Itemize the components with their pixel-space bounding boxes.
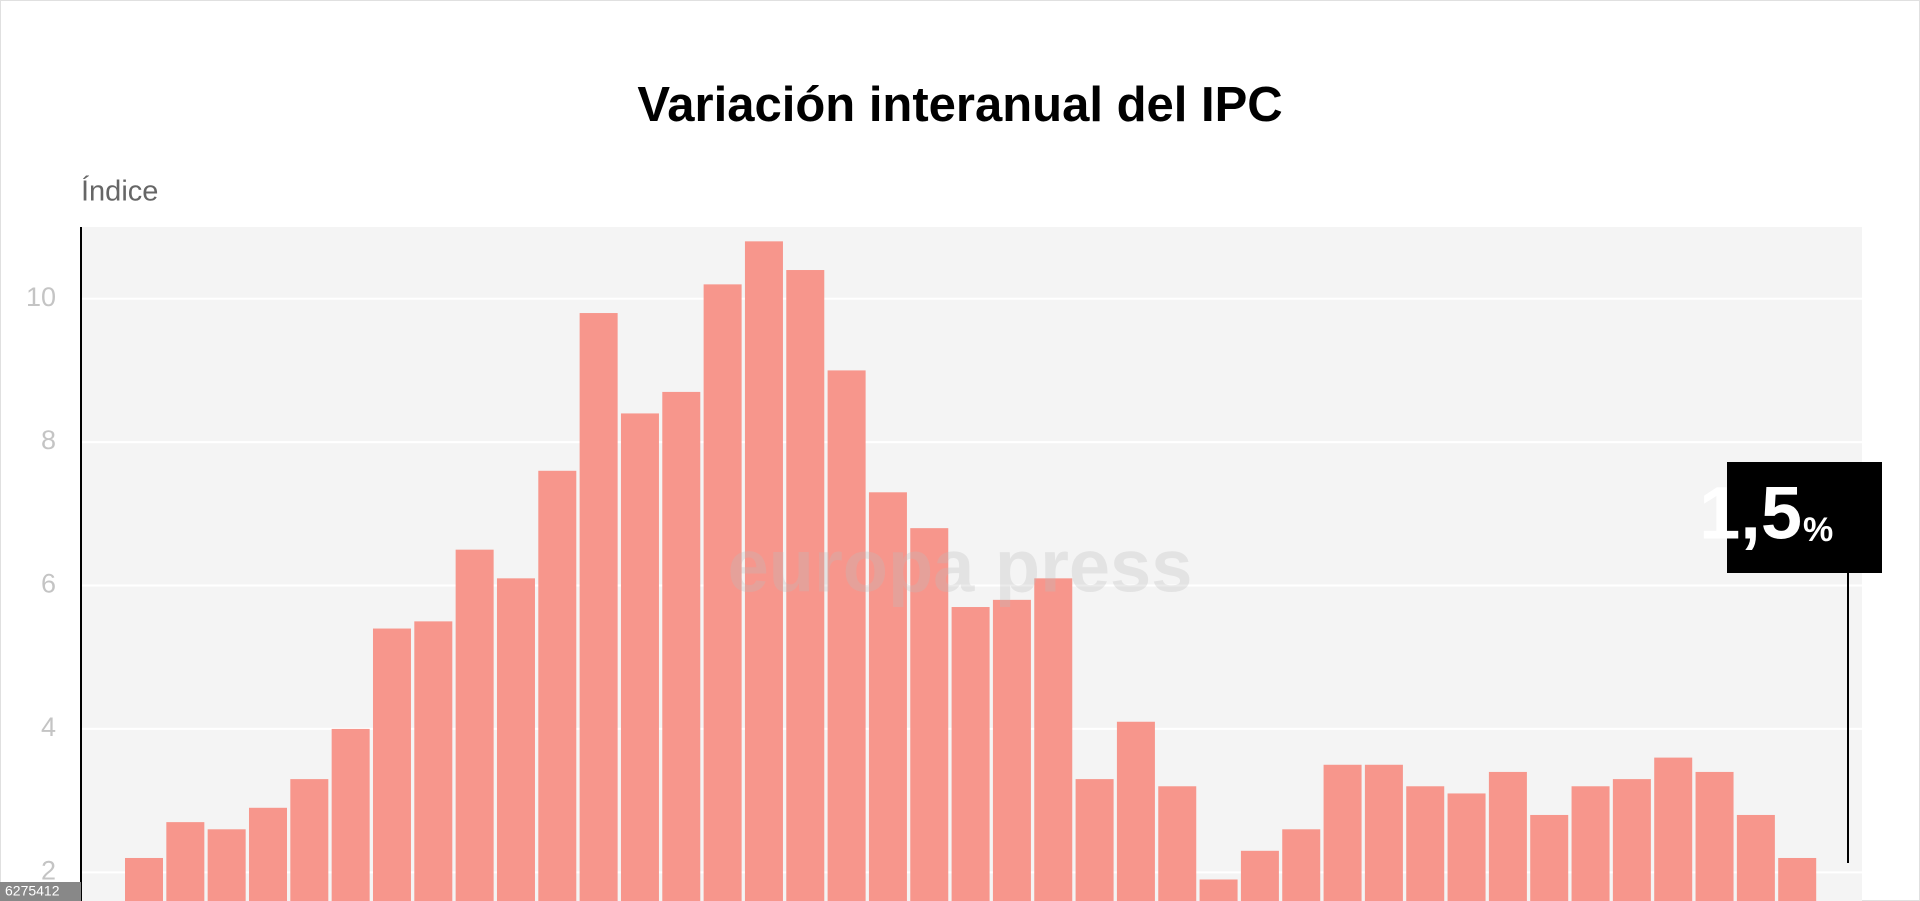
annotation-box bbox=[1727, 462, 1882, 573]
bar bbox=[1158, 786, 1197, 901]
bar bbox=[1695, 771, 1734, 901]
image-id: 6275412 bbox=[5, 883, 60, 899]
bar bbox=[414, 621, 453, 901]
y-tick-label: 6 bbox=[41, 569, 56, 599]
bar bbox=[538, 470, 577, 901]
y-tick-label: 4 bbox=[41, 712, 56, 742]
bar bbox=[910, 528, 949, 901]
bar bbox=[1034, 578, 1073, 901]
y-tick-label: 8 bbox=[41, 425, 56, 455]
bar bbox=[1406, 786, 1445, 901]
bar bbox=[1075, 779, 1114, 901]
bar bbox=[1282, 829, 1321, 901]
image-id-box bbox=[0, 882, 81, 901]
bar bbox=[455, 549, 494, 901]
bar bbox=[1116, 721, 1155, 901]
y-axis-label: Índice bbox=[81, 175, 158, 208]
bar bbox=[290, 779, 329, 901]
bar bbox=[827, 370, 866, 901]
bar bbox=[579, 313, 618, 901]
bar bbox=[331, 728, 370, 901]
bar bbox=[1736, 814, 1775, 901]
bar bbox=[786, 270, 825, 901]
bar bbox=[1364, 764, 1403, 901]
bar bbox=[1530, 814, 1569, 901]
bar bbox=[125, 857, 163, 901]
bar bbox=[1778, 857, 1817, 901]
bar bbox=[868, 492, 907, 901]
bar bbox=[703, 284, 742, 901]
bar bbox=[992, 599, 1031, 901]
annotation-unit: % bbox=[1803, 511, 1833, 549]
bar bbox=[951, 607, 990, 901]
y-tick-label: 2 bbox=[41, 855, 56, 885]
chart-title: Variación interanual del IPC bbox=[637, 78, 1282, 132]
bar bbox=[1447, 793, 1486, 901]
bar bbox=[1488, 771, 1527, 901]
bar bbox=[662, 391, 701, 901]
bar bbox=[372, 628, 411, 901]
bar bbox=[1612, 779, 1651, 901]
bar bbox=[1323, 764, 1362, 901]
bar bbox=[1199, 879, 1238, 901]
y-tick-label: 10 bbox=[26, 282, 56, 312]
bar bbox=[1571, 786, 1610, 901]
bar bbox=[620, 413, 659, 901]
watermark: europa press bbox=[728, 525, 1193, 608]
bar bbox=[248, 807, 287, 901]
bar bbox=[166, 822, 205, 901]
bar bbox=[1240, 850, 1279, 901]
bar bbox=[207, 829, 246, 901]
bar bbox=[744, 241, 783, 901]
bar bbox=[1654, 757, 1693, 901]
annotation-value: 1,5 bbox=[1699, 472, 1802, 555]
bar bbox=[496, 578, 535, 901]
